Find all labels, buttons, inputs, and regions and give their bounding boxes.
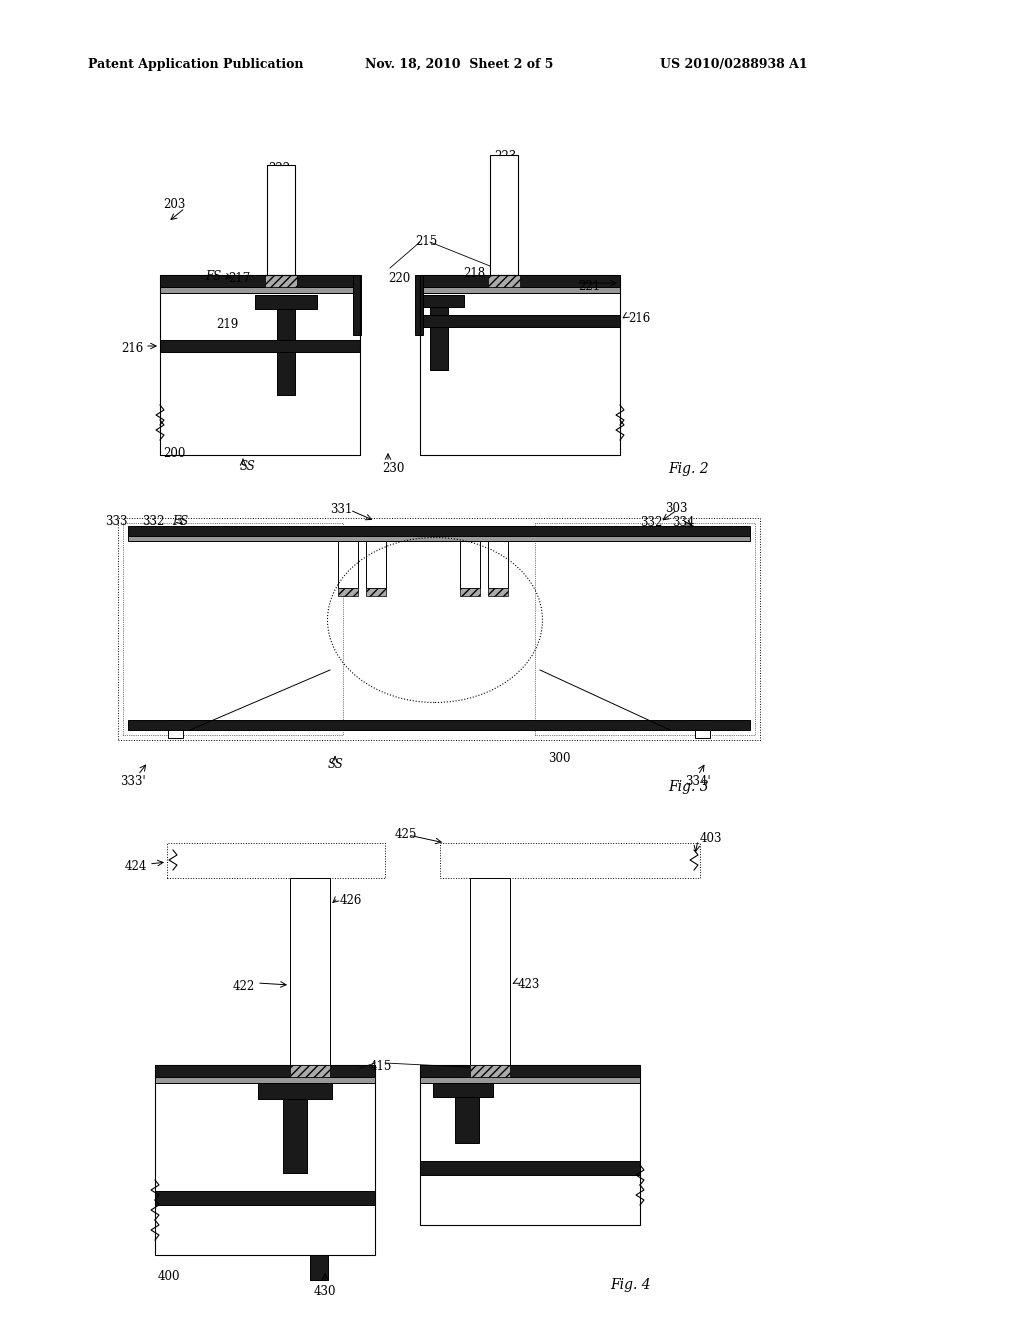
Bar [420,1077,640,1082]
Bar [160,293,360,455]
Bar [155,1191,375,1205]
Bar [155,1065,375,1255]
Text: 220: 220 [388,272,411,285]
Bar [460,536,480,587]
Text: 332: 332 [640,516,663,529]
Bar [160,286,360,293]
Text: 203: 203 [163,198,185,211]
Bar [123,523,343,735]
Bar [265,275,297,286]
Bar [420,275,620,286]
Bar [470,878,510,1065]
Bar [160,275,360,455]
Bar [415,275,423,335]
Bar [420,275,620,455]
Text: 217: 217 [227,272,250,285]
Bar [695,719,710,738]
Text: 216: 216 [628,312,650,325]
Text: SS: SS [328,758,344,771]
Text: 400: 400 [158,1270,180,1283]
Bar [460,587,480,597]
Text: 425: 425 [395,828,418,841]
Text: Fig. 4: Fig. 4 [610,1278,650,1292]
Text: 215: 215 [415,235,437,248]
Bar [258,1082,332,1100]
Text: US 2010/0288938 A1: US 2010/0288938 A1 [660,58,808,71]
Text: 221: 221 [578,280,600,293]
Text: 423: 423 [518,978,541,991]
Text: SS: SS [240,459,256,473]
Bar [488,275,520,286]
Text: 333: 333 [105,515,128,528]
Bar [490,154,518,275]
Bar [267,165,295,275]
Bar [430,294,449,370]
Text: 334: 334 [672,516,694,529]
Bar [470,1065,510,1077]
Text: 218: 218 [463,267,485,280]
Bar [455,1082,479,1143]
Text: 223: 223 [494,150,516,162]
Text: Patent Application Publication: Patent Application Publication [88,58,303,71]
Bar [353,275,361,335]
Bar [433,1082,493,1097]
Text: 300: 300 [548,752,570,766]
Text: 200: 200 [163,447,185,459]
Bar [128,719,750,730]
Text: 332: 332 [142,515,165,528]
Bar [488,536,508,587]
Bar [255,294,317,309]
Bar [422,294,464,308]
Text: Fig. 3: Fig. 3 [668,780,709,795]
Bar [128,525,750,536]
Bar [118,517,760,741]
Bar [420,1162,640,1175]
Bar [338,587,358,597]
Bar [128,536,750,541]
Text: 331: 331 [330,503,352,516]
Bar [338,536,358,587]
Bar [167,843,385,878]
Text: 430: 430 [313,1284,336,1298]
Bar [440,843,700,878]
Bar [420,293,620,455]
Bar [290,878,330,1065]
Text: 216: 216 [121,342,143,355]
Bar [535,523,755,735]
Bar [290,1065,330,1077]
Text: 222: 222 [268,162,290,176]
Text: 422: 422 [232,979,255,993]
Bar [155,1065,375,1077]
Bar [420,1065,640,1077]
Text: FS: FS [172,515,188,528]
Bar [420,315,620,327]
Text: Nov. 18, 2010  Sheet 2 of 5: Nov. 18, 2010 Sheet 2 of 5 [365,58,553,71]
Bar [278,294,295,395]
Text: FS: FS [205,271,221,282]
Bar [420,1065,640,1225]
Bar [128,525,750,730]
Text: 424: 424 [125,861,147,873]
Bar [283,1082,307,1173]
Bar [168,719,183,738]
Text: 426: 426 [340,894,362,907]
Bar [366,536,386,587]
Bar [420,286,620,293]
Bar [310,1255,328,1280]
Bar [155,1077,375,1082]
Text: 415: 415 [370,1060,392,1073]
Text: 334': 334' [685,775,711,788]
Text: 219: 219 [216,318,238,331]
Text: Fig. 2: Fig. 2 [668,462,709,477]
Bar [488,587,508,597]
Bar [366,587,386,597]
Bar [160,275,360,286]
Bar [160,341,360,352]
Text: 303: 303 [665,502,687,515]
Text: 230: 230 [382,462,404,475]
Text: 333': 333' [120,775,145,788]
Text: 403: 403 [700,832,723,845]
